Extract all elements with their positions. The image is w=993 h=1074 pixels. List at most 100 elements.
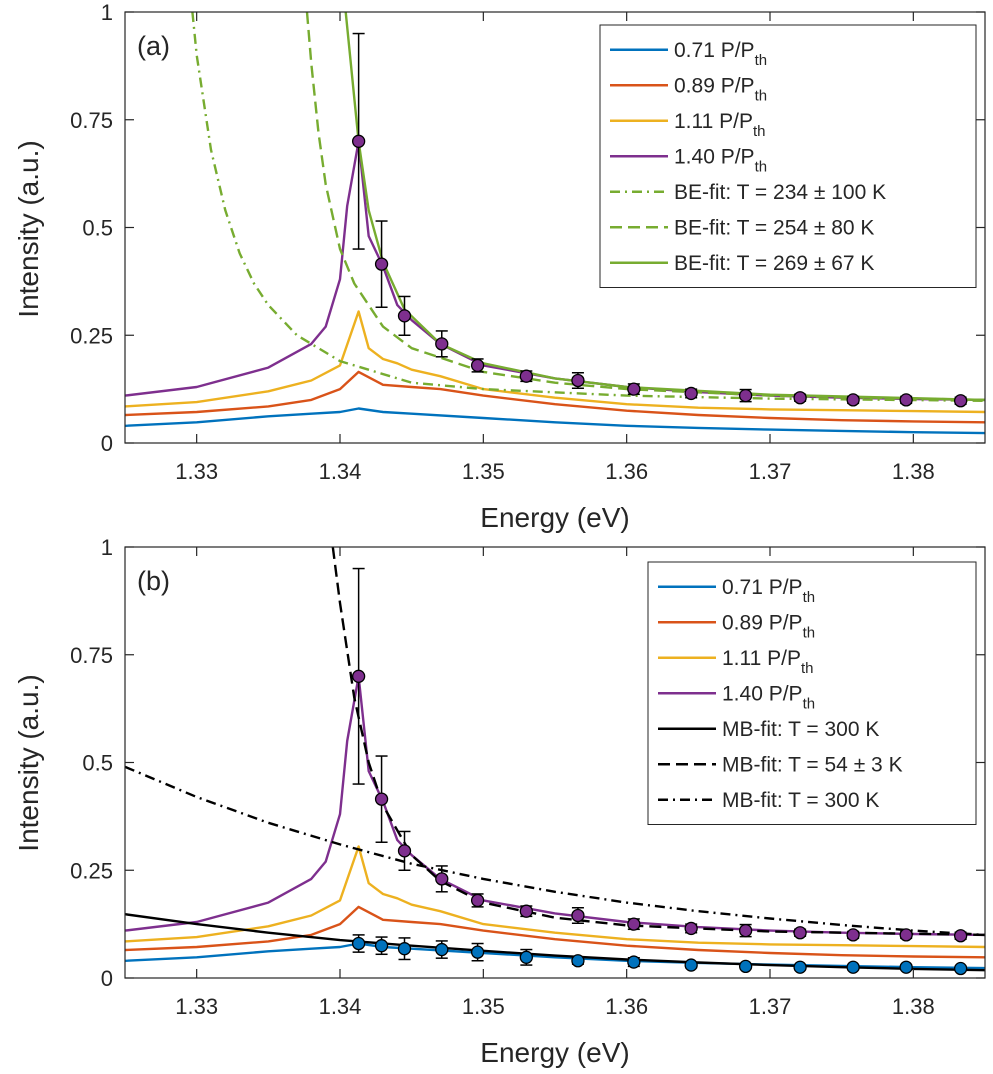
x-tick-label: 1.33 <box>175 459 218 484</box>
y-tick-label: 0.5 <box>82 751 113 776</box>
legend-entry-2: 1.11 P/Pth <box>674 110 766 140</box>
legend-text: MB-fit: T = 300 K <box>722 789 879 812</box>
data-point-low-marker-13 <box>953 961 968 976</box>
series-line-5 <box>331 547 985 937</box>
y-tick-label: 0.5 <box>82 216 113 241</box>
legend-entry-5: MB-fit: T = 54 ± 3 K <box>722 753 903 776</box>
data-point-marker-8 <box>684 921 698 936</box>
series-line-1 <box>125 905 985 959</box>
legend-subscript: th <box>755 52 768 69</box>
series-line-4 <box>125 913 985 972</box>
y-tick-label: 0.25 <box>70 323 113 348</box>
data-point-low-marker-0 <box>351 936 366 951</box>
data-point-low-marker-3 <box>435 942 449 957</box>
x-tick-label: 1.34 <box>319 459 362 484</box>
plot-area <box>125 547 985 976</box>
legend-entry-1: 0.89 P/Pth <box>722 611 815 641</box>
y-tick-label: 0.75 <box>70 643 113 668</box>
x-axis-label: Energy (eV) <box>480 502 629 533</box>
data-point-marker-0 <box>351 669 366 683</box>
legend-entry-3: 1.40 P/Pth <box>722 682 815 712</box>
data-point-marker-10 <box>793 391 807 405</box>
legend-subscript: th <box>755 87 768 104</box>
legend-text: MB-fit: T = 54 ± 3 K <box>722 753 903 776</box>
data-point-marker-8 <box>684 386 698 401</box>
data-point-low-marker-6 <box>571 954 585 968</box>
data-point-low-marker-11 <box>846 960 860 974</box>
data-point-marker-11 <box>846 393 860 407</box>
legend-text: BE-fit: T = 234 ± 100 K <box>674 181 886 204</box>
legend-text: 0.71 P/P <box>674 39 755 62</box>
legend-text: 0.89 P/P <box>674 74 755 97</box>
legend-text: 1.11 P/P <box>674 110 753 133</box>
data-point-low-marker-12 <box>899 960 913 974</box>
x-tick-label: 1.35 <box>462 459 505 484</box>
series-line-6 <box>125 765 985 937</box>
x-tick-label: 1.37 <box>749 994 792 1019</box>
series-line-4 <box>191 12 985 402</box>
data-point-low-marker-5 <box>519 950 533 964</box>
legend-entry-6: BE-fit: T = 269 ± 67 K <box>674 252 874 275</box>
y-axis-label: Intensity (a.u.) <box>13 140 44 317</box>
data-point-marker-13 <box>953 394 968 408</box>
data-point-marker-7 <box>627 382 641 396</box>
data-point-marker-4 <box>470 358 485 373</box>
data-point-marker-9 <box>738 923 753 938</box>
data-point-marker-6 <box>571 373 585 388</box>
legend-subscript: th <box>755 158 768 175</box>
legend-text: 1.40 P/P <box>722 682 803 705</box>
x-tick-label: 1.38 <box>892 994 935 1019</box>
legend-text: BE-fit: T = 269 ± 67 K <box>674 252 874 275</box>
data-point-marker-10 <box>793 926 807 940</box>
y-tick-label: 0 <box>101 966 113 991</box>
x-tick-label: 1.34 <box>319 994 362 1019</box>
data-point-marker-2 <box>397 844 412 858</box>
y-tick-label: 0.25 <box>70 858 113 883</box>
data-point-low-marker-8 <box>684 958 698 972</box>
data-point-low-marker-9 <box>738 959 753 974</box>
legend-subscript: th <box>803 624 816 641</box>
data-point-low-marker-4 <box>470 945 485 959</box>
legend-entry-3: 1.40 P/Pth <box>674 145 767 175</box>
legend-entry-6: MB-fit: T = 300 K <box>722 789 879 812</box>
legend-entry-1: 0.89 P/Pth <box>674 74 767 104</box>
series-line-1 <box>125 370 985 424</box>
x-tick-label: 1.35 <box>462 994 505 1019</box>
legend-text: 0.71 P/P <box>722 576 803 599</box>
y-tick-label: 0.75 <box>70 108 113 133</box>
data-point-marker-12 <box>899 928 913 942</box>
y-tick-label: 1 <box>101 0 113 25</box>
legend-text: MB-fit: T = 300 K <box>722 718 879 741</box>
legend-subscript: th <box>803 589 816 606</box>
x-tick-label: 1.38 <box>892 459 935 484</box>
y-tick-label: 1 <box>101 535 113 560</box>
legend-entry-4: BE-fit: T = 234 ± 100 K <box>674 181 886 204</box>
series-line-2 <box>125 845 985 949</box>
plot-area <box>125 12 985 435</box>
data-point-marker-1 <box>374 257 389 271</box>
panel-label: (a) <box>137 31 170 61</box>
data-point-marker-1 <box>374 792 389 806</box>
legend-subscript: th <box>753 123 766 140</box>
data-point-marker-11 <box>846 928 860 942</box>
data-point-marker-6 <box>571 908 585 923</box>
panel-a: 1.33 1.34 1.35 1.36 1.37 1.38 0 0.25 0.5 0.75 1 Ene… <box>13 0 986 533</box>
data-point-marker-5 <box>519 904 533 918</box>
legend-entry-5: BE-fit: T = 254 ± 80 K <box>674 216 874 239</box>
data-point-marker-5 <box>519 369 533 383</box>
series-line-5 <box>305 12 985 402</box>
data-point-marker-13 <box>953 929 968 943</box>
panel-label: (b) <box>137 566 170 596</box>
x-tick-label: 1.36 <box>605 459 648 484</box>
data-point-marker-9 <box>738 388 753 403</box>
data-point-low-marker-7 <box>627 955 641 969</box>
x-tick-label: 1.33 <box>175 994 218 1019</box>
legend-entry-0: 0.71 P/Pth <box>722 576 815 606</box>
data-point-marker-4 <box>470 893 485 908</box>
legend-entry-2: 1.11 P/Pth <box>722 647 814 677</box>
series-line-0 <box>125 407 985 435</box>
legend-text: 1.40 P/P <box>674 145 755 168</box>
